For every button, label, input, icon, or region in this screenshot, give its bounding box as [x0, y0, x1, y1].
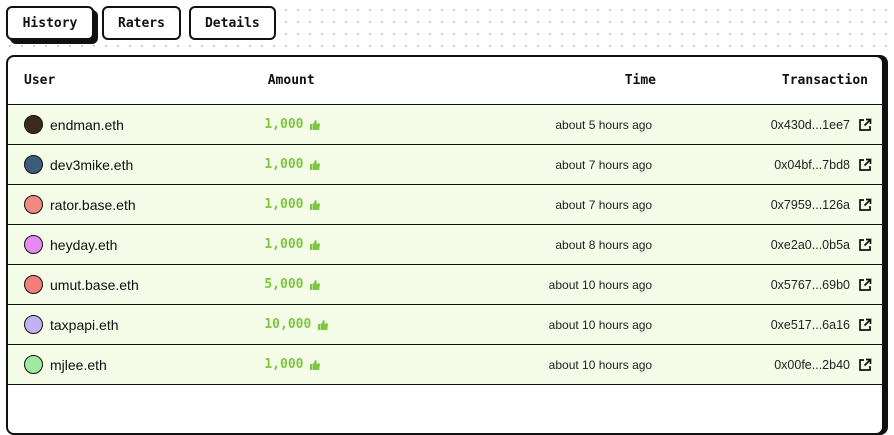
- time-value: about 7 hours ago: [555, 197, 653, 212]
- user-name[interactable]: umut.base.eth: [50, 276, 139, 293]
- avatar: [24, 355, 43, 374]
- transaction-hash[interactable]: 0x5767...69b0: [770, 277, 850, 292]
- time-value: about 5 hours ago: [555, 117, 653, 132]
- transaction-cell[interactable]: 0xe2a0...0b5a: [652, 238, 882, 252]
- thumbs-up-icon: [309, 359, 321, 371]
- external-link-icon[interactable]: [858, 198, 872, 212]
- amount-value: 1,000: [264, 117, 304, 132]
- transaction-hash[interactable]: 0xe2a0...0b5a: [770, 237, 850, 252]
- time-cell: about 10 hours ago: [412, 356, 653, 374]
- thumbs-up-icon: [309, 199, 321, 211]
- table-row: umut.base.eth 5,000 about 10 hours ago 0…: [8, 265, 882, 305]
- amount-value: 1,000: [264, 197, 304, 212]
- amount-value: 1,000: [264, 357, 304, 372]
- transaction-hash[interactable]: 0xe517...6a16: [770, 317, 850, 332]
- external-link-icon[interactable]: [858, 318, 872, 332]
- external-link-icon[interactable]: [858, 158, 872, 172]
- external-link-icon[interactable]: [858, 118, 872, 132]
- transaction-hash[interactable]: 0x7959...126a: [770, 197, 850, 212]
- header-transaction: Transaction: [781, 73, 868, 88]
- time-cell: about 10 hours ago: [412, 316, 653, 334]
- user-name[interactable]: dev3mike.eth: [50, 156, 134, 173]
- user-cell[interactable]: endman.eth: [8, 115, 219, 134]
- avatar: [24, 315, 43, 334]
- user-cell[interactable]: taxpapi.eth: [8, 315, 219, 334]
- amount-cell: 1,000: [219, 197, 411, 212]
- header-time: Time: [624, 73, 657, 88]
- user-cell[interactable]: heyday.eth: [8, 235, 219, 254]
- time-cell: about 7 hours ago: [412, 156, 653, 174]
- time-cell: about 5 hours ago: [412, 116, 653, 134]
- table-header: User Amount Time Transaction: [8, 57, 882, 105]
- tab-details[interactable]: Details: [188, 6, 276, 40]
- time-value: about 10 hours ago: [548, 277, 653, 292]
- external-link-icon[interactable]: [858, 238, 872, 252]
- transaction-cell[interactable]: 0xe517...6a16: [652, 318, 882, 332]
- transaction-cell[interactable]: 0x00fe...2b40: [652, 358, 882, 372]
- amount-value: 1,000: [264, 237, 304, 252]
- avatar: [24, 275, 43, 294]
- avatar: [24, 195, 43, 214]
- thumbs-up-icon: [309, 239, 321, 251]
- table-row: endman.eth 1,000 about 5 hours ago 0x430…: [8, 105, 882, 145]
- amount-cell: 5,000: [219, 277, 411, 292]
- user-name[interactable]: rator.base.eth: [50, 196, 136, 213]
- transaction-hash[interactable]: 0x00fe...2b40: [774, 357, 850, 372]
- user-cell[interactable]: rator.base.eth: [8, 195, 219, 214]
- amount-cell: 1,000: [219, 157, 411, 172]
- transaction-cell[interactable]: 0x7959...126a: [652, 198, 882, 212]
- amount-cell: 1,000: [219, 237, 411, 252]
- table-row: dev3mike.eth 1,000 about 7 hours ago 0x0…: [8, 145, 882, 185]
- amount-cell: 1,000: [219, 357, 411, 372]
- transaction-cell[interactable]: 0x5767...69b0: [652, 278, 882, 292]
- user-cell[interactable]: dev3mike.eth: [8, 155, 219, 174]
- table-row: mjlee.eth 1,000 about 10 hours ago 0x00f…: [8, 345, 882, 385]
- thumbs-up-icon: [309, 279, 321, 291]
- avatar: [24, 235, 43, 254]
- avatar: [24, 155, 43, 174]
- user-name[interactable]: endman.eth: [50, 116, 124, 133]
- header-amount: Amount: [267, 73, 315, 88]
- history-table: User Amount Time Transaction endman.eth …: [6, 55, 884, 435]
- external-link-icon[interactable]: [858, 358, 872, 372]
- thumbs-up-icon: [317, 319, 329, 331]
- transaction-hash[interactable]: 0x04bf...7bd8: [774, 157, 850, 172]
- table-row: rator.base.eth 1,000 about 7 hours ago 0…: [8, 185, 882, 225]
- external-link-icon[interactable]: [858, 278, 872, 292]
- thumbs-up-icon: [309, 119, 321, 131]
- amount-value: 5,000: [264, 277, 304, 292]
- time-value: about 8 hours ago: [555, 237, 653, 252]
- transaction-cell[interactable]: 0x04bf...7bd8: [652, 158, 882, 172]
- table-row: taxpapi.eth 10,000 about 10 hours ago 0x…: [8, 305, 882, 345]
- header-user: User: [24, 73, 56, 88]
- user-name[interactable]: mjlee.eth: [50, 356, 107, 373]
- avatar: [24, 115, 43, 134]
- time-value: about 7 hours ago: [555, 157, 653, 172]
- time-cell: about 8 hours ago: [412, 236, 653, 254]
- user-name[interactable]: taxpapi.eth: [50, 316, 119, 333]
- transaction-hash[interactable]: 0x430d...1ee7: [770, 117, 850, 132]
- user-cell[interactable]: mjlee.eth: [8, 355, 219, 374]
- table-row: heyday.eth 1,000 about 8 hours ago 0xe2a…: [8, 225, 882, 265]
- time-value: about 10 hours ago: [548, 357, 653, 372]
- thumbs-up-icon: [309, 159, 321, 171]
- tab-history[interactable]: History: [6, 6, 94, 40]
- user-name[interactable]: heyday.eth: [50, 236, 118, 253]
- tab-bar: History Raters Details: [6, 6, 276, 40]
- amount-value: 10,000: [264, 317, 312, 332]
- time-value: about 10 hours ago: [548, 317, 653, 332]
- tab-raters[interactable]: Raters: [102, 6, 181, 40]
- user-cell[interactable]: umut.base.eth: [8, 275, 219, 294]
- amount-cell: 1,000: [219, 117, 411, 132]
- amount-value: 1,000: [264, 157, 304, 172]
- time-cell: about 7 hours ago: [412, 196, 653, 214]
- time-cell: about 10 hours ago: [412, 276, 653, 294]
- amount-cell: 10,000: [219, 317, 411, 332]
- transaction-cell[interactable]: 0x430d...1ee7: [652, 118, 882, 132]
